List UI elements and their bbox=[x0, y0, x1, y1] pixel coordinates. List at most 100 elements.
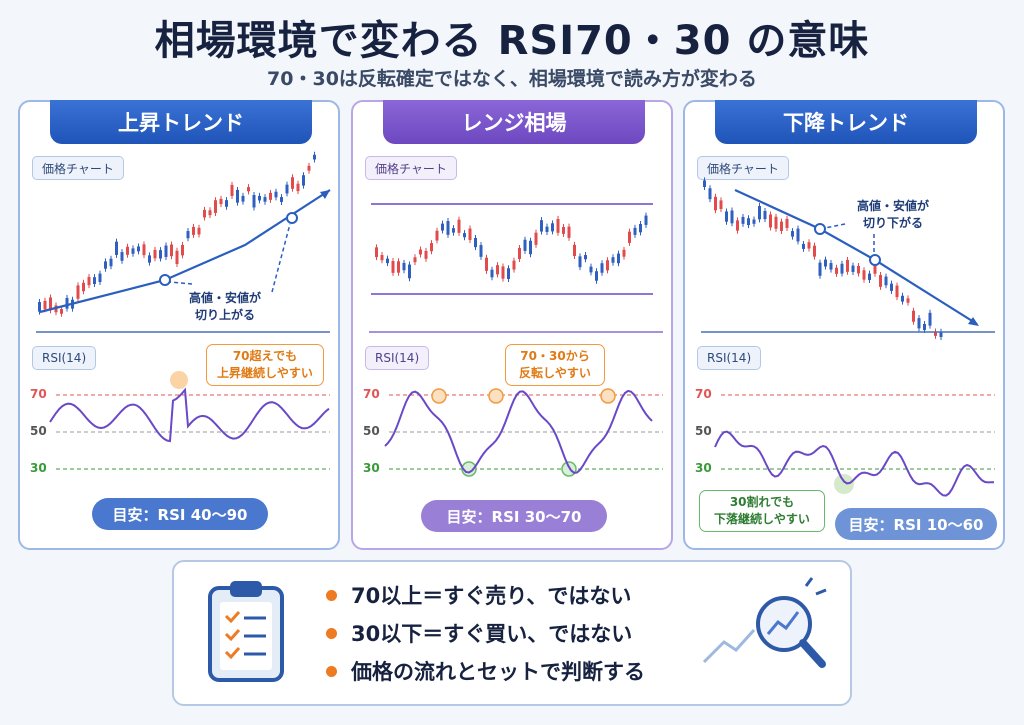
candle bbox=[413, 257, 417, 263]
candle bbox=[93, 277, 96, 284]
candle bbox=[862, 270, 866, 280]
candle bbox=[148, 255, 151, 263]
trend-annotation: 高値・安値が 切り上がる bbox=[188, 291, 261, 322]
candle bbox=[109, 258, 113, 267]
candle bbox=[137, 246, 140, 252]
rsi-range-gauge: 目安：RSI 10〜60 bbox=[835, 508, 997, 540]
candle bbox=[313, 154, 316, 160]
panel-header: 下降トレンド bbox=[715, 100, 977, 144]
candle bbox=[873, 261, 877, 274]
candle bbox=[153, 249, 157, 259]
candle bbox=[752, 219, 756, 224]
candle bbox=[225, 200, 228, 207]
candle bbox=[375, 247, 378, 258]
candle bbox=[846, 259, 849, 272]
low-marker bbox=[159, 274, 171, 286]
candle bbox=[611, 257, 615, 263]
candle bbox=[835, 267, 838, 274]
candle bbox=[912, 310, 915, 322]
candle bbox=[452, 228, 455, 233]
price-candles bbox=[375, 212, 648, 284]
summary-item: 70以上＝すぐ売り、ではない bbox=[326, 576, 645, 614]
candle bbox=[714, 196, 717, 211]
candle bbox=[879, 274, 882, 287]
rsi-line bbox=[714, 430, 994, 497]
candle bbox=[285, 184, 289, 194]
level-50-label: 50 bbox=[363, 424, 380, 438]
candle bbox=[391, 261, 395, 273]
candle bbox=[923, 323, 926, 331]
candle bbox=[890, 283, 893, 291]
high-marker bbox=[814, 223, 826, 235]
candle bbox=[479, 245, 483, 257]
candle bbox=[280, 197, 283, 202]
candle bbox=[939, 331, 943, 338]
price-chart-tag: 価格チャート bbox=[365, 156, 457, 180]
candle bbox=[791, 231, 794, 237]
candle bbox=[175, 250, 179, 265]
candle bbox=[840, 263, 844, 274]
candle bbox=[208, 210, 212, 216]
rsi-callout: 30割れでも 下落継続しやすい bbox=[699, 490, 825, 532]
summary-item: 30以下＝すぐ買い、ではない bbox=[326, 614, 645, 652]
candle bbox=[769, 214, 772, 228]
candle bbox=[430, 243, 433, 252]
candle bbox=[307, 165, 311, 171]
candle bbox=[725, 211, 728, 222]
candle bbox=[49, 297, 52, 311]
candle bbox=[595, 271, 598, 281]
candle bbox=[644, 215, 648, 225]
candle bbox=[501, 266, 505, 279]
candle bbox=[463, 233, 466, 238]
candle bbox=[397, 261, 400, 273]
level-30-label: 30 bbox=[30, 461, 47, 475]
candle bbox=[818, 262, 822, 276]
candle bbox=[247, 187, 250, 192]
candle bbox=[868, 273, 871, 281]
level-30-label: 30 bbox=[363, 461, 380, 475]
candle bbox=[203, 209, 206, 218]
candle bbox=[408, 264, 411, 279]
rsi-highlight bbox=[170, 371, 188, 389]
rsi-tag: RSI(14) bbox=[697, 346, 762, 370]
candle bbox=[258, 195, 261, 201]
rsi-range-gauge: 目安：RSI 30〜70 bbox=[421, 500, 607, 532]
magnifier-chart-icon bbox=[702, 577, 827, 668]
page-subtitle: 70・30は反転確定ではなく、相場環境で読み方が変わる bbox=[267, 68, 757, 90]
candle bbox=[186, 231, 190, 239]
candle bbox=[813, 245, 816, 257]
candle bbox=[708, 188, 712, 200]
candle bbox=[98, 273, 102, 283]
trend-line bbox=[734, 189, 978, 325]
candle bbox=[263, 197, 267, 202]
candle bbox=[562, 226, 565, 234]
candle bbox=[457, 219, 461, 233]
candle bbox=[703, 180, 706, 187]
price-chart-tag: 価格チャート bbox=[32, 156, 124, 180]
candle bbox=[386, 258, 389, 264]
candle bbox=[928, 312, 932, 326]
candle bbox=[214, 200, 217, 213]
candle bbox=[496, 265, 499, 275]
candle bbox=[402, 262, 406, 271]
candle bbox=[884, 276, 888, 286]
range-charts bbox=[369, 203, 663, 477]
candle bbox=[197, 227, 201, 235]
candle bbox=[76, 285, 80, 299]
level-30-label: 30 bbox=[695, 461, 712, 475]
candle bbox=[741, 216, 745, 224]
rsi-levels bbox=[56, 394, 330, 470]
candle bbox=[719, 200, 723, 209]
uptrend-charts bbox=[36, 151, 331, 470]
candle bbox=[512, 260, 516, 270]
price-candles bbox=[703, 177, 943, 341]
candle bbox=[829, 263, 833, 270]
clipboard-checklist-icon bbox=[208, 581, 284, 682]
rsi-line bbox=[49, 387, 330, 443]
candle bbox=[807, 242, 811, 249]
candle bbox=[38, 302, 41, 312]
candle bbox=[269, 192, 272, 200]
candle bbox=[296, 183, 300, 192]
candle bbox=[633, 227, 637, 235]
panel-uptrend: 上昇トレンド 価格チャート 高値・安値が 切り上がる RSI(14) 70超えで… bbox=[18, 100, 340, 550]
